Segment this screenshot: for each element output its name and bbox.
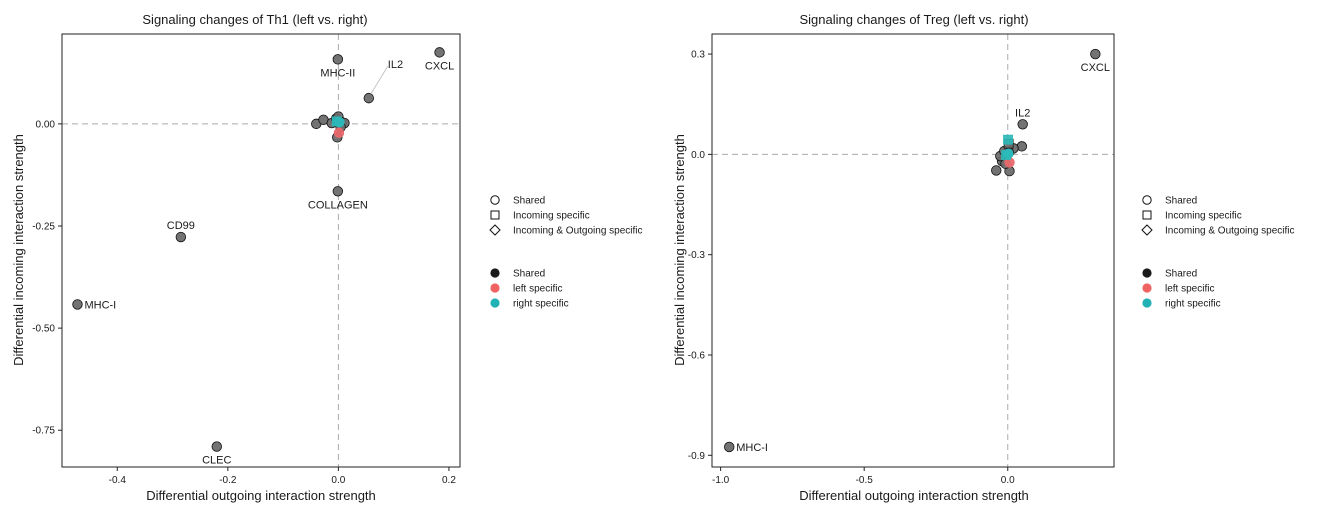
treg-chart: Signaling changes of Treg (left vs. righ… [672, 12, 1115, 503]
x-tick-label: -0.4 [109, 475, 127, 486]
x-axis-title: Differential outgoing interaction streng… [146, 488, 376, 503]
legend-circle-icon [1142, 195, 1152, 205]
data-point [1003, 134, 1013, 145]
plot-frame [711, 33, 1115, 468]
label-connector [370, 65, 389, 95]
data-point [991, 165, 1002, 176]
point-label-collagen: COLLAGEN [308, 199, 368, 211]
point-label-cxcl: CXCL [1081, 62, 1110, 74]
th1-chart: Signaling changes of Th1 (left vs. right… [11, 12, 461, 503]
y-axis-title: Differential incoming interaction streng… [672, 134, 687, 366]
legend-color-swatch [490, 298, 500, 308]
data-point [1001, 150, 1011, 160]
legend-square-icon [1142, 210, 1152, 220]
point-mhc-i [724, 441, 735, 453]
legend-circle-icon [490, 195, 500, 205]
legend-color-swatch [490, 283, 500, 293]
y-tick-label: -0.50 [32, 324, 55, 335]
legend-shape-label: Incoming specific [513, 211, 590, 222]
th1-legend: Shared Incoming specific Incoming & Outgoi… [489, 195, 643, 310]
x-tick-label: 0.2 [442, 475, 456, 486]
legend-color-label: Shared [1165, 269, 1197, 280]
legend-color-swatch [490, 268, 500, 278]
y-tick-label: -0.6 [688, 350, 706, 361]
point-label-mhc-ii: MHC-II [320, 67, 355, 79]
y-tick-label: 0.0 [691, 150, 705, 161]
y-tick-label: -0.9 [688, 451, 706, 462]
y-tick-label: -0.3 [688, 250, 706, 261]
y-tick-label: 0.3 [691, 50, 705, 61]
x-tick-label: -1.0 [712, 475, 730, 486]
legend-color-swatch [1142, 298, 1152, 308]
y-axis-title: Differential incoming interaction streng… [11, 134, 26, 366]
point-label-cxcl: CXCL [425, 60, 454, 72]
x-tick-label: 0.0 [331, 475, 345, 486]
legend-shape-label: Incoming & Outgoing specific [513, 226, 643, 237]
point-label-cd99: CD99 [167, 220, 195, 232]
legend-color-label: left specific [1165, 284, 1214, 295]
legend-shape-label: Shared [1165, 196, 1197, 207]
x-tick-label: 0.0 [1001, 475, 1015, 486]
data-point [333, 127, 345, 139]
y-tick-label: -0.25 [32, 221, 55, 232]
point-label-il2: IL2 [388, 59, 403, 71]
point-label-clec: CLEC [202, 455, 231, 467]
point-collagen [332, 186, 344, 197]
point-il2 [363, 92, 374, 104]
x-tick-label: -0.5 [856, 475, 874, 486]
legend-diamond-icon [489, 224, 501, 236]
point-label-mhc-i: MHC-I [84, 299, 116, 311]
y-tick-label: -0.75 [32, 426, 55, 437]
point-cxcl [434, 47, 445, 58]
point-label-mhc-i: MHC-I [736, 442, 768, 454]
legend-color-label: left specific [513, 284, 562, 295]
y-tick-label: 0.00 [36, 119, 56, 130]
point-mhc-i [72, 299, 83, 310]
legend-shape-label: Incoming & Outgoing specific [1165, 226, 1295, 237]
legend-diamond-icon [1141, 224, 1153, 236]
point-cd99 [175, 231, 187, 243]
legend-shape-label: Shared [513, 196, 545, 207]
legend-color-swatch [1142, 283, 1152, 293]
x-axis-title: Differential outgoing interaction streng… [799, 488, 1029, 503]
legend-color-label: right specific [1165, 299, 1221, 310]
point-mhc-ii [332, 54, 344, 65]
legend-color-swatch [1142, 268, 1152, 278]
plot-frame [61, 33, 461, 468]
legend-shape-label: Incoming specific [1165, 211, 1242, 222]
point-clec [211, 441, 222, 452]
chart-title: Signaling changes of Treg (left vs. righ… [799, 12, 1028, 27]
point-cxcl [1090, 48, 1101, 60]
data-point [331, 116, 342, 127]
legend-color-label: Shared [513, 269, 545, 280]
legend-square-icon [490, 210, 500, 220]
legend-color-label: right specific [513, 299, 569, 310]
point-label-il2: IL2 [1015, 107, 1030, 119]
point-il2 [1017, 119, 1028, 130]
chart-title: Signaling changes of Th1 (left vs. right… [142, 12, 367, 27]
x-tick-label: -0.2 [219, 475, 237, 486]
treg-legend: Shared Incoming specific Incoming & Outgoi… [1141, 195, 1295, 310]
